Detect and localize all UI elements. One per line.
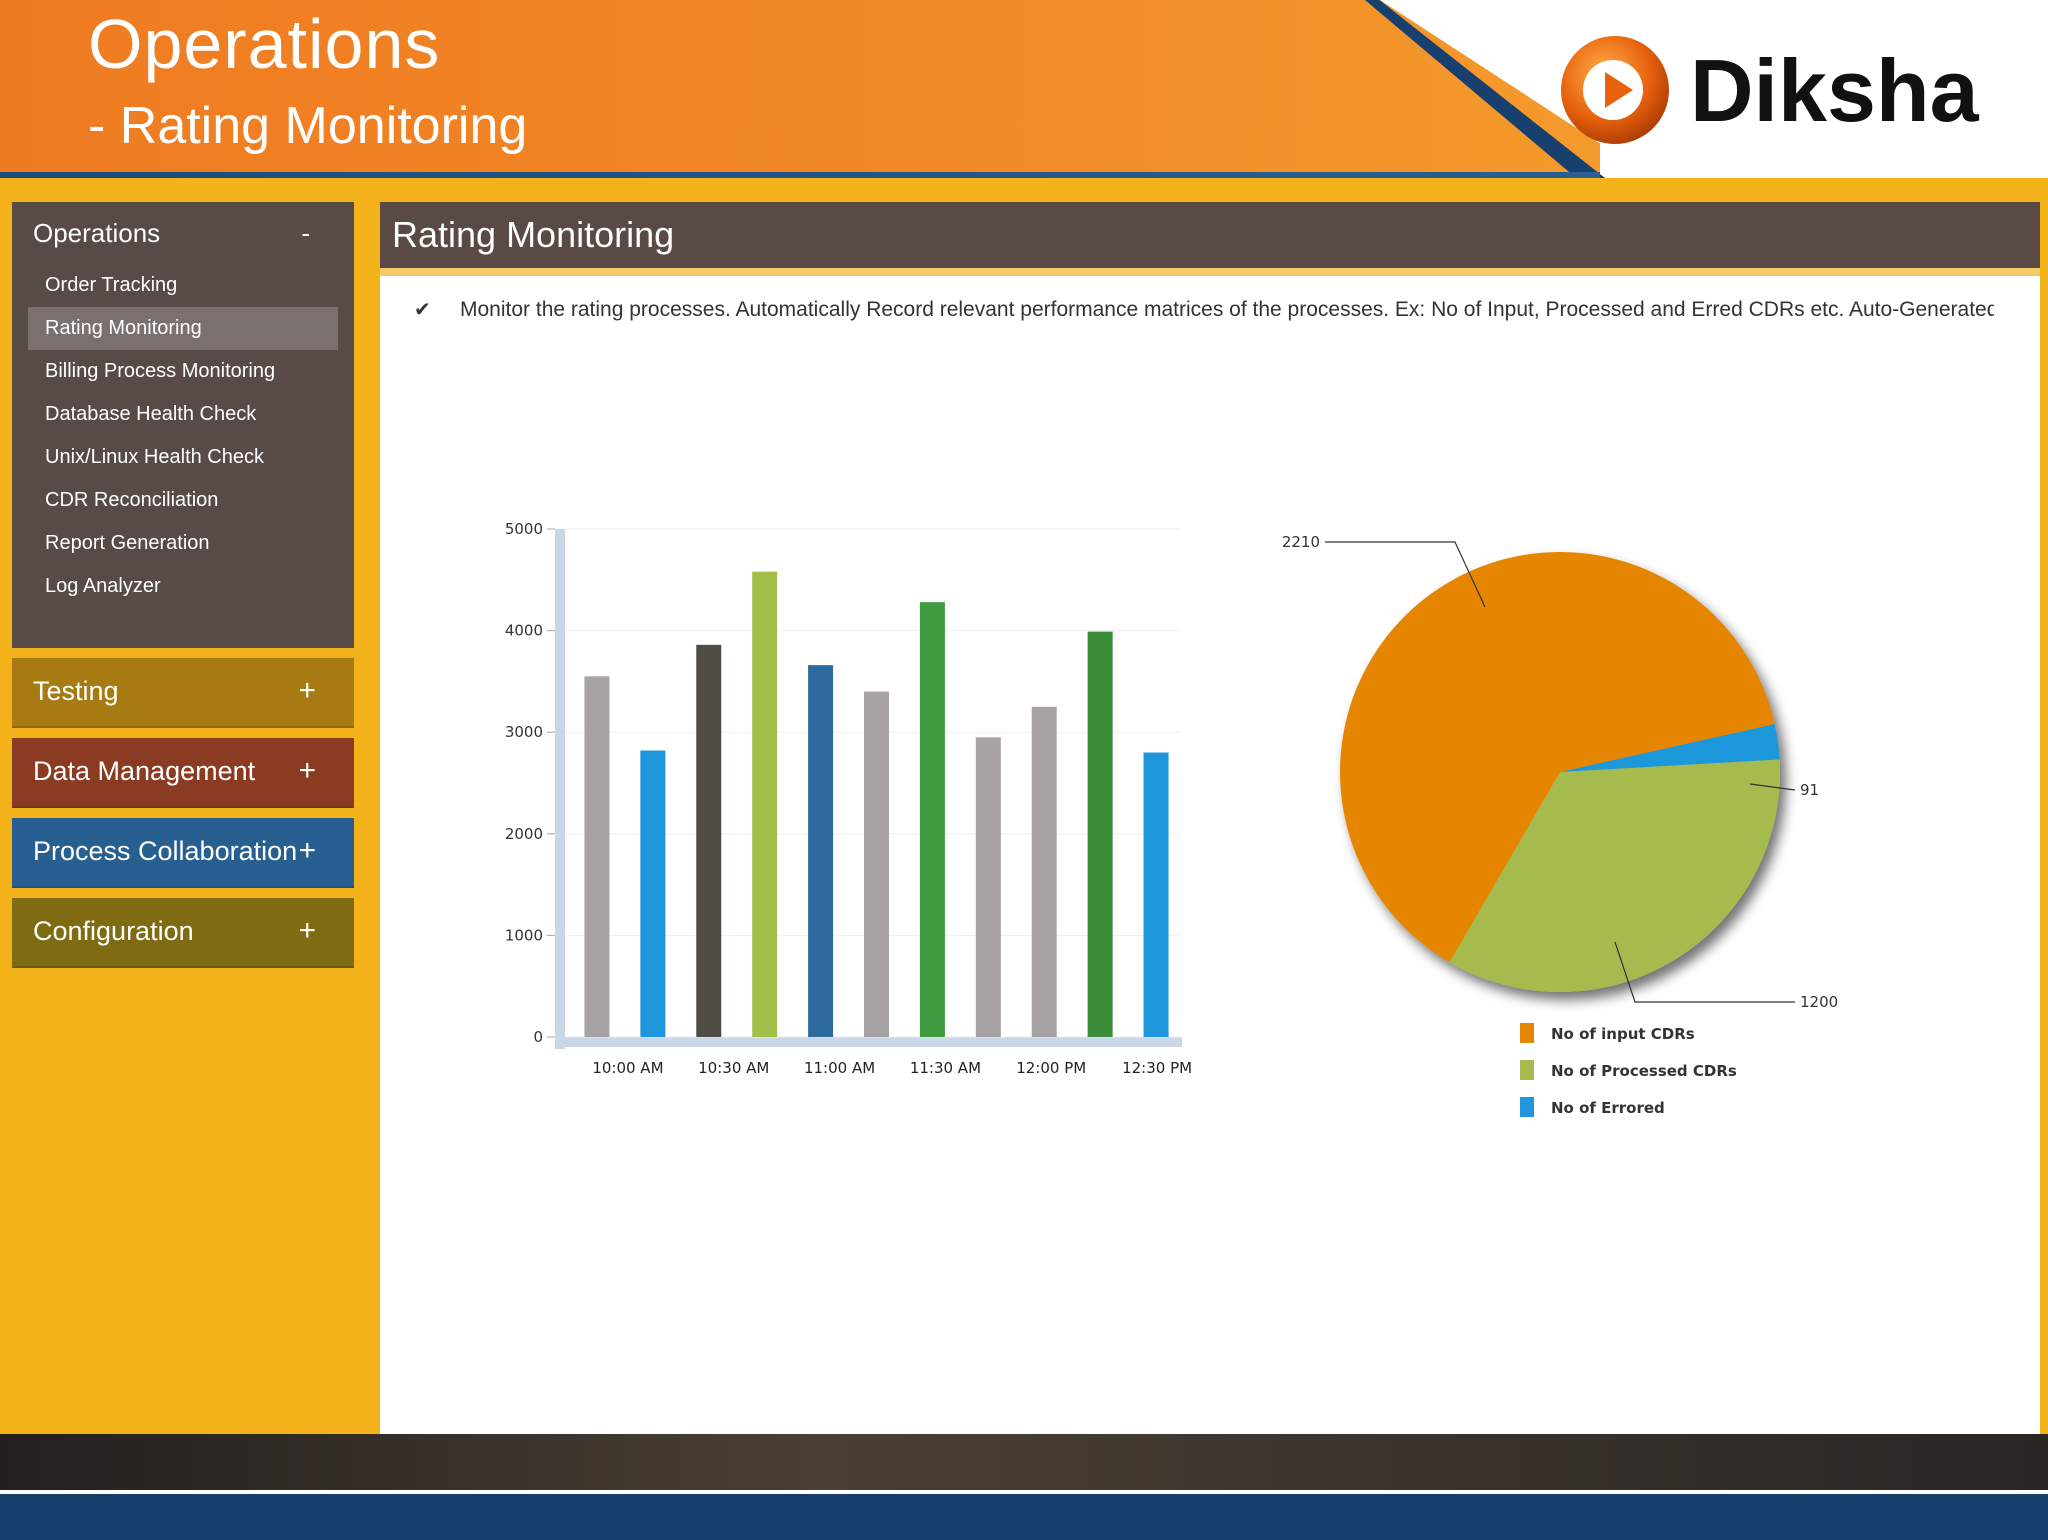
sidebar: Operations - Order Tracking Rating Monit…	[12, 202, 354, 968]
sidebar-section-label: Data Management	[33, 756, 256, 786]
y-tick-label: 0	[533, 1028, 543, 1046]
sidebar-section-label: Process Collaboration	[33, 836, 298, 866]
legend-swatch	[1520, 1097, 1534, 1117]
bar	[919, 602, 945, 1037]
bar	[584, 676, 610, 1037]
pie-slice	[1340, 551, 1775, 963]
bar	[640, 750, 666, 1037]
description-text: Monitor the rating processes. Automatica…	[460, 298, 1994, 321]
sidebar-item-rating-monitoring[interactable]: Rating Monitoring	[28, 307, 338, 350]
sidebar-section-operations: Operations - Order Tracking Rating Monit…	[12, 202, 354, 648]
logo-wordmark: Diksha	[1690, 41, 1979, 140]
diksha-logo-icon	[1561, 36, 1669, 144]
expand-icon[interactable]: +	[298, 834, 316, 867]
x-tick-label: 11:30 AM	[910, 1059, 981, 1077]
sidebar-item-order-tracking[interactable]: Order Tracking	[45, 274, 178, 296]
sidebar-section-data-management[interactable]: Data Management +	[12, 738, 354, 808]
main-panel-title: Rating Monitoring	[380, 202, 2040, 268]
x-axis-band	[555, 1037, 1182, 1047]
pie-chart: 2210 1200 91 No of input CDRs No of Processe…	[1282, 533, 1838, 1117]
description: ✔ Monitor the rating processes. Automatic…	[414, 297, 1994, 322]
legend-swatch	[1520, 1060, 1534, 1080]
y-axis-band	[555, 529, 565, 1049]
bar-chart: 0 1000 2000 3000 4000 5000 10:00 AM 10:30 AM 11:…	[505, 520, 1192, 1077]
bar	[864, 691, 889, 1037]
page-title: Operations	[88, 5, 441, 83]
x-tick-label: 10:00 AM	[592, 1059, 663, 1077]
y-tick-label: 5000	[505, 520, 543, 538]
sidebar-section-operations-header[interactable]: Operations -	[12, 202, 354, 264]
footer-blue-band	[0, 1490, 2048, 1540]
sidebar-item-report-generation[interactable]: Report Generation	[45, 532, 210, 554]
legend-label: No of Errored	[1551, 1099, 1665, 1117]
x-tick-label: 11:00 AM	[804, 1059, 875, 1077]
sidebar-section-testing[interactable]: Testing +	[12, 658, 354, 728]
checkmark-icon: ✔	[414, 299, 431, 321]
pie-slice	[1449, 759, 1780, 992]
bar	[1031, 706, 1057, 1037]
leader-line	[1614, 941, 1795, 1003]
sidebar-section-process-collaboration[interactable]: Process Collaboration +	[12, 818, 354, 888]
x-tick-label: 12:30 PM	[1122, 1059, 1192, 1077]
main-panel: Rating Monitoring ✔ Monitor the rating pr…	[380, 202, 2040, 1434]
legend-label: No of input CDRs	[1551, 1025, 1695, 1043]
sidebar-item-unix-linux-health-check[interactable]: Unix/Linux Health Check	[45, 446, 264, 468]
header-banner: Operations - Rating Monitoring Diksha	[0, 0, 2048, 178]
legend-swatch	[1520, 1023, 1534, 1043]
x-tick-label: 10:30 AM	[698, 1059, 769, 1077]
expand-icon[interactable]: +	[298, 914, 316, 947]
collapse-icon[interactable]: -	[301, 218, 310, 248]
leader-line	[1749, 783, 1796, 791]
sidebar-section-configuration[interactable]: Configuration +	[12, 898, 354, 968]
expand-icon[interactable]: +	[298, 754, 316, 787]
sidebar-item-billing-process-monitoring[interactable]: Billing Process Monitoring	[45, 360, 276, 382]
pie-data-label: 2210	[1282, 533, 1320, 551]
sidebar-section-label: Testing	[33, 676, 119, 706]
bar	[808, 665, 834, 1037]
bar	[752, 571, 778, 1037]
sidebar-section-label: Operations	[33, 218, 161, 248]
pie-slice	[1560, 724, 1780, 772]
sidebar-item-log-analyzer[interactable]: Log Analyzer	[45, 575, 161, 597]
bar	[696, 644, 722, 1037]
y-tick-label: 2000	[505, 825, 543, 843]
expand-icon[interactable]: +	[298, 674, 316, 707]
leader-line	[1325, 541, 1486, 608]
legend-label: No of Processed CDRs	[1551, 1062, 1737, 1080]
page-subtitle: - Rating Monitoring	[88, 97, 528, 155]
main-panel-title-strip	[380, 268, 2040, 276]
sidebar-item-database-health-check[interactable]: Database Health Check	[45, 403, 257, 425]
sidebar-item-cdr-reconciliation[interactable]: CDR Reconciliation	[45, 489, 219, 511]
y-tick-label: 1000	[505, 926, 543, 944]
header-orange-band	[0, 0, 1600, 178]
y-tick-label: 4000	[505, 622, 543, 640]
x-tick-label: 12:00 PM	[1016, 1059, 1086, 1077]
bar	[1143, 752, 1169, 1037]
pie-slices	[1340, 551, 1780, 992]
footer-bar	[0, 1434, 2048, 1490]
sidebar-section-label: Configuration	[33, 916, 194, 946]
bar	[975, 737, 1001, 1037]
bar	[1087, 631, 1113, 1037]
y-tick-label: 3000	[505, 723, 543, 741]
pie-data-label: 91	[1800, 781, 1819, 799]
pie-data-label: 1200	[1800, 993, 1838, 1011]
header-underline	[0, 172, 1600, 178]
